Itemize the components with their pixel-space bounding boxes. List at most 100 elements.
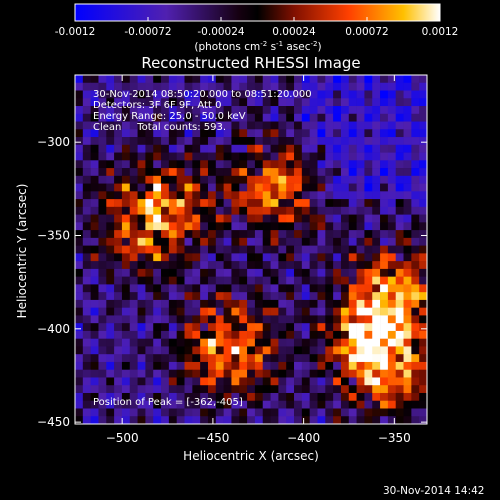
heatmap-cell	[348, 183, 357, 192]
heatmap-cell	[90, 98, 99, 107]
heatmap-cell	[286, 144, 295, 153]
heatmap-cell	[145, 191, 154, 200]
heatmap-cell	[309, 276, 318, 285]
heatmap-cell	[411, 183, 420, 192]
heatmap-cell	[137, 82, 146, 91]
heatmap-cell	[247, 199, 256, 208]
heatmap-cell	[121, 98, 131, 107]
heatmap-cell	[231, 253, 240, 262]
heatmap-cell	[309, 98, 318, 107]
heatmap-cell	[161, 276, 170, 285]
heatmap-cell	[176, 323, 185, 332]
heatmap-cell	[403, 152, 412, 161]
heatmap-cell	[200, 175, 209, 184]
heatmap-cell	[200, 361, 209, 371]
heatmap-cell	[129, 82, 138, 91]
heatmap-cell	[247, 315, 256, 324]
heatmap-cell	[223, 385, 232, 394]
heatmap-cell	[348, 323, 357, 332]
heatmap-cell	[114, 385, 123, 394]
heatmap-cell	[176, 137, 185, 146]
heatmap-cell	[364, 82, 373, 91]
heatmap-cell	[286, 276, 295, 285]
heatmap-cell	[121, 330, 131, 339]
heatmap-cell	[395, 346, 404, 355]
heatmap-cell	[137, 408, 146, 417]
heatmap-cell	[207, 330, 217, 339]
heatmap-cell	[419, 385, 427, 394]
y-axis-label: Heliocentric Y (arcsec)	[15, 184, 29, 319]
heatmap-cell	[145, 369, 154, 378]
heatmap-cell	[106, 369, 115, 378]
heatmap-cell	[98, 346, 107, 355]
plot-frame	[74, 74, 428, 425]
heatmap-cell	[106, 222, 115, 231]
heatmap-cell	[309, 268, 318, 277]
heatmap-cell	[278, 315, 287, 324]
heatmap-cell	[223, 237, 232, 246]
heatmap-cell	[317, 354, 326, 363]
heatmap-cell	[325, 183, 334, 192]
heatmap-cell	[168, 237, 177, 246]
heatmap-cell	[356, 230, 365, 239]
heatmap-cell	[82, 168, 91, 177]
heatmap-cell	[364, 292, 373, 301]
heatmap-cell	[364, 392, 373, 402]
heatmap-cell	[168, 284, 177, 293]
heatmap-cell	[411, 268, 420, 277]
heatmap-cell	[340, 416, 350, 424]
heatmap-cell	[192, 82, 201, 91]
heatmap-cell	[231, 377, 240, 386]
heatmap-cell	[380, 292, 389, 301]
heatmap-cell	[176, 90, 185, 99]
heatmap-cell	[192, 106, 201, 115]
heatmap-cell	[286, 206, 295, 215]
heatmap-cell	[309, 361, 318, 371]
heatmap-cell	[106, 377, 115, 386]
heatmap-cell	[333, 129, 342, 138]
heatmap-cell	[419, 152, 427, 161]
heatmap-cell	[348, 230, 357, 239]
heatmap-cell	[356, 292, 365, 301]
heatmap-cell	[364, 199, 373, 208]
heatmap-cell	[231, 354, 240, 363]
heatmap-cell	[239, 144, 248, 153]
heatmap-cell	[90, 330, 99, 339]
heatmap-cell	[176, 369, 185, 378]
heatmap-cell	[278, 268, 287, 277]
heatmap-cell	[333, 206, 342, 215]
heatmap-cell	[419, 361, 427, 371]
heatmap-cell	[200, 152, 209, 161]
heatmap-cell	[294, 354, 303, 363]
heatmap-cell	[340, 276, 350, 285]
heatmap-cell	[403, 307, 412, 316]
heatmap-cell	[184, 377, 193, 386]
heatmap-cell	[262, 330, 271, 339]
heatmap-cell	[317, 330, 326, 339]
heatmap-cell	[98, 299, 107, 308]
heatmap-cell	[333, 369, 342, 378]
heatmap-cell	[301, 175, 310, 184]
heatmap-cell	[184, 199, 193, 208]
heatmap-cell	[411, 369, 420, 378]
heatmap-cell	[98, 183, 107, 192]
heatmap-cell	[270, 175, 279, 184]
heatmap-cell	[121, 416, 131, 424]
heatmap-cell	[161, 230, 170, 239]
heatmap-cell	[129, 144, 138, 153]
heatmap-cell	[419, 323, 427, 332]
heatmap-cell	[411, 315, 420, 324]
heatmap-cell	[184, 299, 193, 308]
heatmap-cell	[145, 160, 154, 169]
heatmap-cell	[239, 191, 248, 200]
heatmap-cell	[372, 175, 381, 184]
heatmap-cell	[184, 90, 193, 99]
heatmap-cell	[184, 113, 193, 122]
heatmap-cell	[301, 230, 310, 239]
heatmap-cell	[153, 237, 162, 246]
heatmap-cell	[168, 183, 177, 192]
heatmap-cell	[364, 354, 373, 363]
heatmap-cell	[325, 392, 334, 402]
heatmap-cell	[207, 299, 217, 308]
heatmap-cell	[168, 113, 177, 122]
